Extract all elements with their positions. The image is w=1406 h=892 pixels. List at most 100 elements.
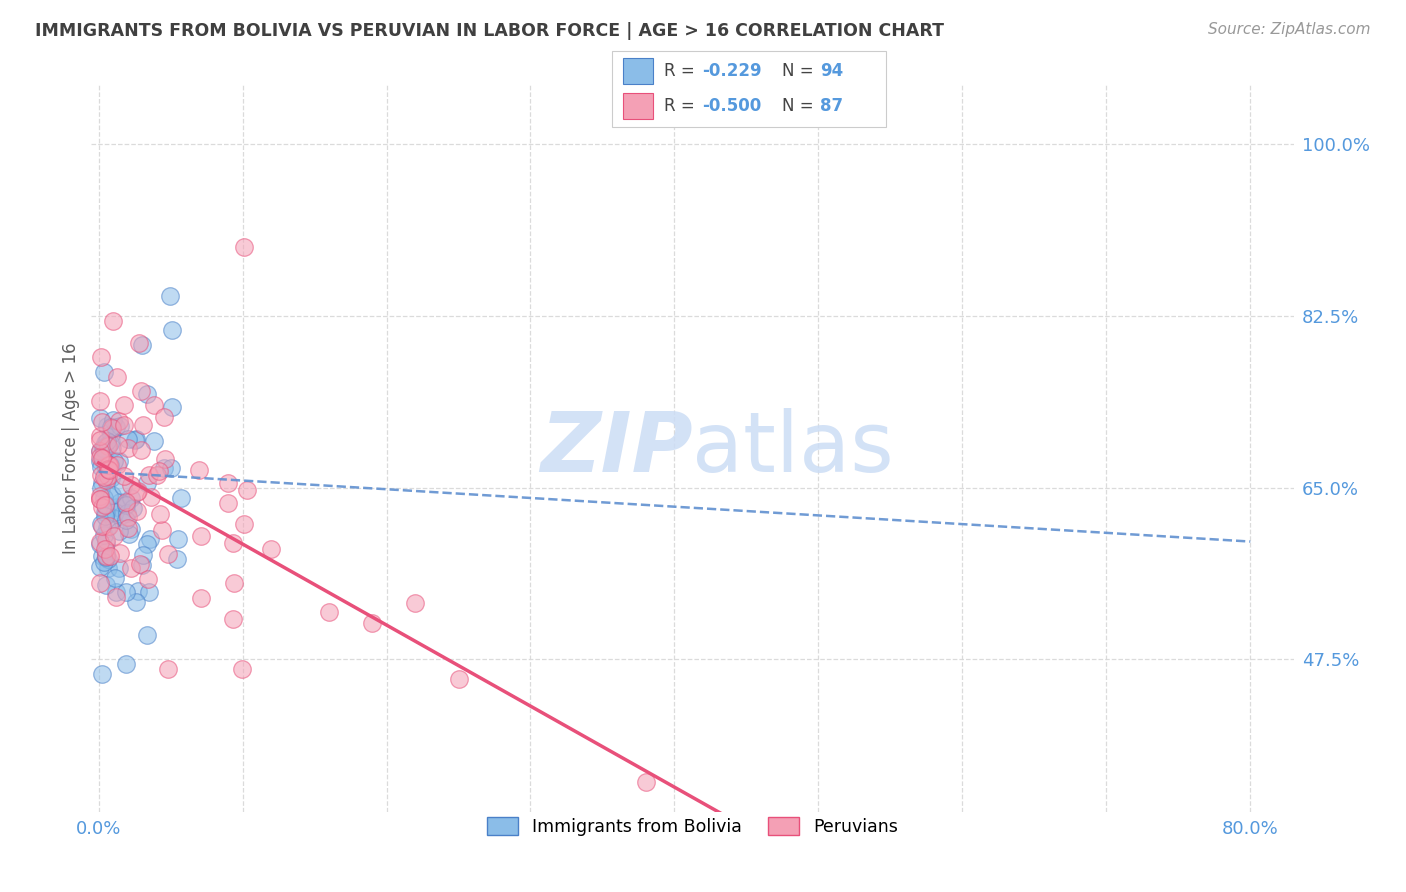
Point	[217, 496, 239, 510]
Point	[114, 498, 136, 512]
Point	[110, 509, 132, 524]
Point	[157, 662, 180, 676]
Legend: Immigrants from Bolivia, Peruvians: Immigrants from Bolivia, Peruvians	[479, 810, 905, 843]
Text: R =: R =	[664, 97, 700, 115]
Point	[104, 585, 127, 599]
Point	[93, 491, 115, 505]
Point	[91, 450, 114, 465]
Point	[132, 418, 155, 433]
Point	[89, 428, 111, 442]
Point	[91, 450, 114, 465]
Point	[94, 457, 117, 471]
Point	[166, 552, 188, 566]
Text: ZIP: ZIP	[540, 408, 692, 489]
Point	[125, 595, 148, 609]
Point	[89, 444, 111, 458]
Point	[89, 410, 111, 425]
Point	[89, 454, 111, 468]
Bar	[623, 59, 652, 84]
Point	[118, 527, 141, 541]
Point	[112, 398, 135, 412]
Point	[127, 584, 149, 599]
Point	[152, 409, 174, 424]
Point	[190, 591, 212, 606]
Point	[131, 548, 153, 562]
Point	[98, 489, 121, 503]
Point	[98, 458, 121, 472]
Text: R =: R =	[664, 62, 700, 80]
Point	[156, 547, 179, 561]
Point	[117, 521, 139, 535]
Point	[108, 524, 131, 538]
Point	[139, 533, 162, 547]
Point	[150, 523, 173, 537]
Text: N =: N =	[782, 62, 818, 80]
Point	[117, 509, 139, 524]
Point	[105, 370, 128, 384]
Point	[93, 527, 115, 541]
Point	[120, 522, 142, 536]
Text: atlas: atlas	[692, 408, 894, 489]
Point	[170, 491, 193, 505]
Point	[100, 420, 122, 434]
Point	[136, 475, 159, 490]
Point	[148, 464, 170, 478]
Point	[89, 576, 111, 591]
Point	[101, 313, 124, 327]
Point	[97, 519, 120, 533]
Point	[125, 432, 148, 446]
Point	[103, 512, 125, 526]
Point	[107, 561, 129, 575]
Point	[93, 469, 115, 483]
Point	[108, 413, 131, 427]
Point	[138, 572, 160, 586]
Point	[131, 558, 153, 572]
Point	[105, 458, 128, 472]
Point	[94, 549, 117, 563]
Point	[236, 483, 259, 497]
Point	[128, 336, 150, 351]
Text: 94: 94	[820, 62, 844, 80]
Text: -0.229: -0.229	[702, 62, 762, 80]
Point	[105, 500, 128, 514]
Point	[115, 506, 138, 520]
Point	[91, 667, 114, 681]
Point	[138, 584, 160, 599]
Point	[138, 467, 160, 482]
Point	[97, 458, 120, 472]
Point	[217, 476, 239, 491]
Point	[89, 536, 111, 550]
Point	[96, 434, 118, 448]
Point	[222, 576, 245, 591]
Point	[231, 662, 253, 676]
Point	[115, 657, 138, 672]
Point	[103, 505, 125, 519]
Point	[160, 323, 183, 337]
Point	[89, 534, 111, 549]
Text: -0.500: -0.500	[702, 97, 761, 115]
Point	[98, 435, 121, 450]
Point	[149, 507, 172, 521]
Point	[89, 450, 111, 465]
Point	[115, 513, 138, 527]
Y-axis label: In Labor Force | Age > 16: In Labor Force | Age > 16	[62, 343, 80, 554]
Point	[89, 492, 111, 507]
Point	[94, 473, 117, 487]
Point	[94, 505, 117, 519]
Point	[90, 549, 112, 563]
Point	[96, 533, 118, 548]
Point	[90, 516, 112, 531]
Point	[104, 590, 127, 604]
Point	[112, 418, 135, 433]
Point	[97, 551, 120, 566]
Point	[91, 475, 114, 490]
Point	[100, 426, 122, 441]
Point	[94, 471, 117, 485]
Point	[89, 560, 111, 574]
Point	[114, 468, 136, 483]
Point	[260, 542, 283, 557]
Point	[97, 462, 120, 476]
Point	[103, 413, 125, 427]
Point	[127, 483, 149, 498]
Text: N =: N =	[782, 97, 818, 115]
